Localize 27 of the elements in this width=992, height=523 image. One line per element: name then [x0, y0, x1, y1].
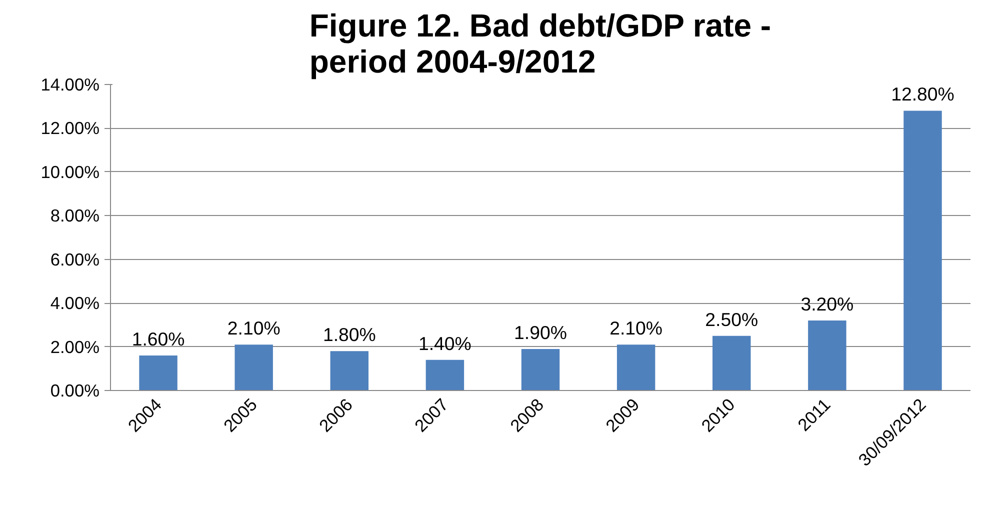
data-label: 2.10%	[227, 318, 280, 339]
data-label: 1.80%	[322, 324, 376, 346]
data-label: 1.60%	[132, 328, 185, 350]
data-label: 3.20%	[800, 294, 854, 315]
bar	[904, 110, 942, 390]
y-tick-label: 0.00%	[50, 380, 100, 400]
y-tick-label: 10.00%	[40, 162, 100, 182]
data-label: 2.50%	[705, 308, 758, 330]
data-label: 2.10%	[610, 318, 663, 339]
y-tick-label: 2.00%	[50, 336, 100, 357]
data-label: 12.80%	[891, 84, 954, 105]
data-label: 1.90%	[514, 322, 567, 343]
bar	[330, 351, 368, 390]
chart-title: Figure 12. Bad debt/GDP rate - period 2004-9/2012	[309, 8, 772, 80]
y-tick-label: 12.00%	[40, 118, 100, 138]
bar	[426, 360, 464, 390]
y-tick-label: 14.00%	[40, 74, 100, 94]
y-tick-label: 6.00%	[50, 249, 100, 270]
y-tick-label: 8.00%	[50, 206, 100, 226]
bar	[712, 336, 751, 390]
bar	[616, 344, 656, 390]
bar	[521, 348, 560, 390]
bar	[808, 320, 846, 390]
data-label: 1.40%	[418, 332, 472, 354]
bar	[234, 344, 273, 390]
bar	[139, 356, 178, 390]
y-tick-label: 4.00%	[50, 293, 100, 314]
